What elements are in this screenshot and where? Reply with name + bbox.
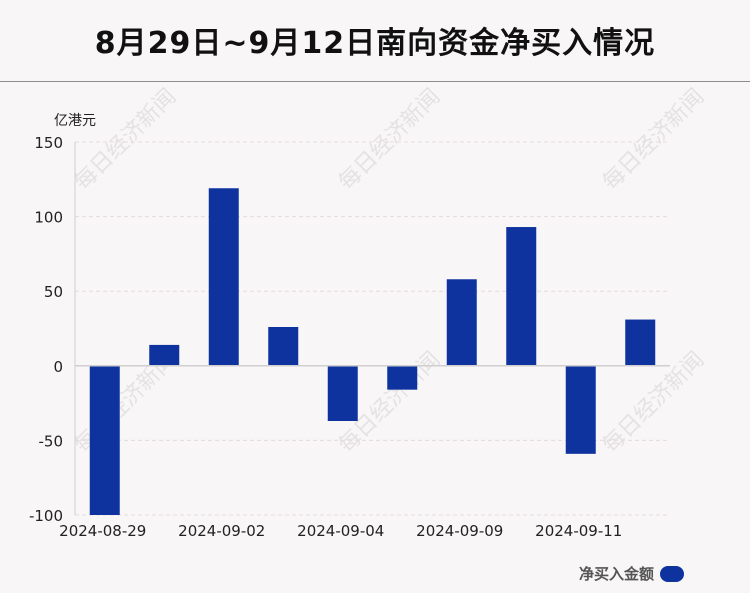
bar <box>327 365 358 422</box>
x-tick-label: 2024-09-09 <box>416 522 503 540</box>
chart-title: 8月29日~9月12日南向资金净买入情况 <box>94 26 656 61</box>
title-divider <box>0 81 750 82</box>
x-tick-label: 2024-09-11 <box>535 522 622 540</box>
y-axis-label: 亿港元 <box>54 113 96 129</box>
y-tick-label: 50 <box>44 283 63 301</box>
y-tick-label: -50 <box>39 432 64 450</box>
y-tick-label: 150 <box>34 134 63 152</box>
bar <box>387 365 418 390</box>
y-tick-label: -100 <box>29 507 63 525</box>
bar <box>208 188 239 366</box>
x-tick-label: 2024-09-02 <box>178 522 265 540</box>
bar <box>446 279 477 366</box>
bar <box>89 365 120 515</box>
legend: 净买入金额 <box>579 563 684 584</box>
bar <box>565 365 596 454</box>
y-tick-label: 0 <box>53 358 63 376</box>
x-tick-label: 2024-09-04 <box>297 522 384 540</box>
x-tick-label: 2024-08-29 <box>59 522 146 540</box>
bar <box>149 344 180 366</box>
legend-label: 净买入金额 <box>578 565 654 583</box>
bar <box>625 319 656 366</box>
bar <box>506 227 537 366</box>
y-tick-label: 100 <box>34 209 63 227</box>
bar <box>268 327 299 366</box>
legend-swatch <box>660 565 684 582</box>
